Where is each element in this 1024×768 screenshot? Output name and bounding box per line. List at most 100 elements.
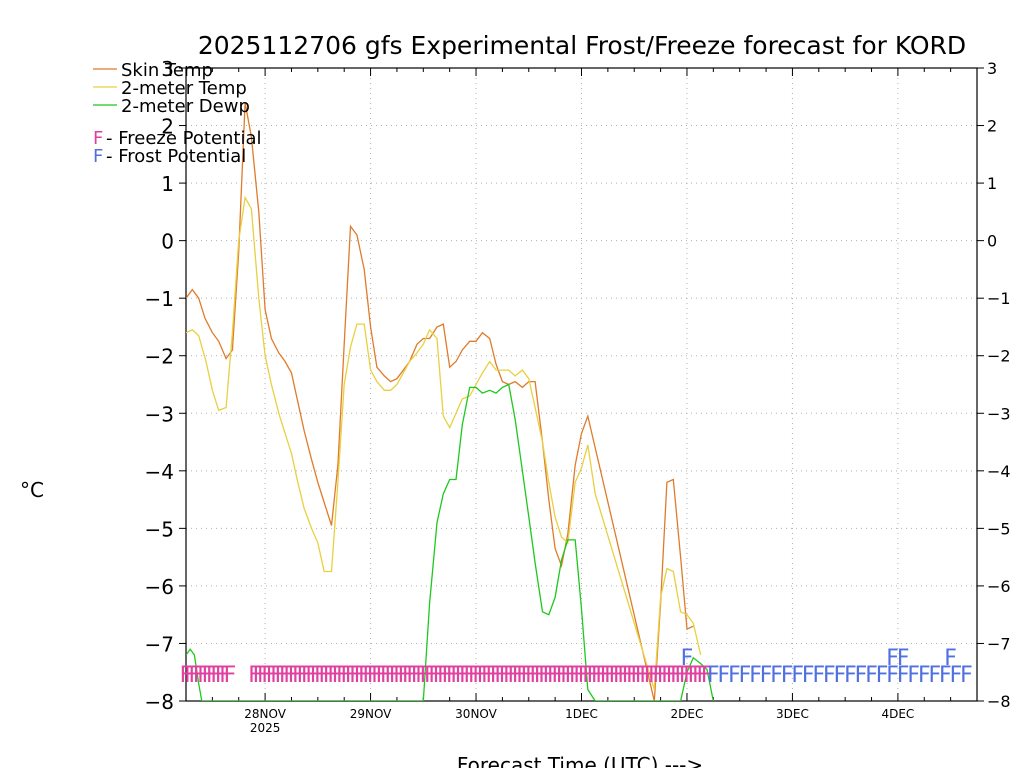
chart-title: 2025112706 gfs Experimental Frost/Freeze…	[198, 31, 966, 60]
freeze-marker: F	[442, 663, 455, 688]
frost-marker: F	[823, 663, 836, 688]
freeze-marker: F	[420, 663, 433, 688]
freeze-marker: F	[428, 663, 441, 688]
frost-marker: F	[781, 663, 794, 688]
freeze-marker: F	[595, 663, 608, 688]
freeze-marker: F	[529, 663, 542, 688]
freeze-marker: F	[319, 663, 332, 688]
freeze-marker: F	[292, 663, 305, 688]
y-tick-label-right: 1	[987, 174, 997, 193]
freeze-marker: F	[305, 663, 318, 688]
freeze-marker: F	[582, 663, 595, 688]
y-tick-label-left: 2	[161, 115, 174, 139]
freeze-marker: F	[696, 663, 709, 688]
freeze-marker: F	[512, 663, 525, 688]
freeze-marker: F	[604, 663, 617, 688]
series-line-skin-temp	[186, 102, 694, 701]
y-axis-left: 3 2 1 0 −1 −2 −3 −4 −5 −6 −7 −8	[145, 57, 186, 714]
freeze-marker: F	[578, 663, 591, 688]
y-tick-label-left: −1	[145, 287, 174, 311]
x-tick-sublabel: 2025	[250, 721, 281, 735]
freeze-marker: F	[327, 663, 340, 688]
legend-marker-label: - Freeze Potential	[106, 128, 262, 149]
frost-marker: F	[718, 663, 731, 688]
frost-marker: F	[739, 663, 752, 688]
legend-marker-symbol: F	[93, 128, 103, 149]
y-tick-label-left: 0	[161, 230, 174, 254]
freeze-marker: F	[499, 663, 512, 688]
freeze-marker: F	[398, 663, 411, 688]
freeze-marker: F	[617, 663, 630, 688]
freeze-marker: F	[547, 663, 560, 688]
freeze-marker: F	[600, 663, 613, 688]
freeze-marker: F	[266, 663, 279, 688]
freeze-marker: F	[481, 663, 494, 688]
freeze-marker: F	[301, 663, 314, 688]
frost-marker: F	[749, 663, 762, 688]
freeze-marker: F	[283, 663, 296, 688]
y-tick-label-right: −6	[987, 577, 1011, 596]
freeze-marker: F	[193, 663, 206, 688]
y-tick-label-right: 3	[987, 59, 997, 78]
freeze-marker: F	[180, 663, 193, 688]
frost-marker: F	[812, 663, 825, 688]
freeze-marker: F	[202, 663, 215, 688]
grid	[186, 68, 977, 701]
freeze-marker: F	[424, 663, 437, 688]
freeze-marker: F	[464, 663, 477, 688]
freeze-marker: F	[270, 663, 283, 688]
x-tick-label: 1DEC	[565, 707, 598, 721]
y-axis-label: °C	[20, 478, 44, 502]
freeze-marker: F	[362, 663, 375, 688]
y-tick-label-right: 0	[987, 232, 997, 251]
freeze-marker: F	[402, 663, 415, 688]
freeze-marker: F	[613, 663, 626, 688]
x-tick-label: 29NOV	[350, 707, 392, 721]
y-tick-label-right: −8	[987, 692, 1011, 711]
freeze-marker: F	[622, 663, 635, 688]
frost-marker: F	[728, 663, 741, 688]
freeze-marker: F	[253, 663, 266, 688]
freeze-marker: F	[639, 663, 652, 688]
series-line-2-meter-dewp	[186, 383, 714, 701]
y-tick-label-left: −2	[145, 345, 174, 369]
x-tick-label: 4DEC	[881, 707, 914, 721]
freeze-marker: F	[358, 663, 371, 688]
freeze-marker: F	[389, 663, 402, 688]
y-tick-label-right: 2	[987, 117, 997, 136]
frost-marker: F	[876, 663, 889, 688]
freeze-marker: F	[206, 663, 219, 688]
freeze-marker: F	[197, 663, 210, 688]
frost-marker: F	[865, 663, 878, 688]
y-tick-label-left: −6	[145, 575, 174, 599]
freeze-marker: F	[688, 663, 701, 688]
freeze-marker: F	[609, 663, 622, 688]
freeze-marker: F	[310, 663, 323, 688]
freeze-marker: F	[556, 663, 569, 688]
freeze-marker: F	[314, 663, 327, 688]
freeze-marker: F	[433, 663, 446, 688]
freeze-marker: F	[503, 663, 516, 688]
frost-marker: F	[950, 663, 963, 688]
freeze-marker: F	[591, 663, 604, 688]
frost-marker: F	[791, 663, 804, 688]
frost-marker: F	[681, 646, 694, 671]
freeze-marker: F	[455, 663, 468, 688]
freeze-marker: F	[507, 663, 520, 688]
freeze-marker: F	[257, 663, 270, 688]
y-axis-right: 3 2 1 0 −1 −2 −3 −4 −5 −6 −7 −8	[977, 59, 1011, 711]
legend-label: Skin Temp	[121, 60, 213, 81]
freeze-marker: F	[472, 663, 485, 688]
freeze-marker: F	[670, 663, 683, 688]
frost-marker: F	[886, 646, 899, 671]
y-tick-label-right: −7	[987, 634, 1011, 653]
freeze-marker: F	[224, 663, 237, 688]
freeze-marker: F	[644, 663, 657, 688]
freeze-marker: F	[551, 663, 564, 688]
freeze-marker: F	[437, 663, 450, 688]
frost-marker: F	[834, 663, 847, 688]
y-tick-label-left: −5	[145, 517, 174, 541]
